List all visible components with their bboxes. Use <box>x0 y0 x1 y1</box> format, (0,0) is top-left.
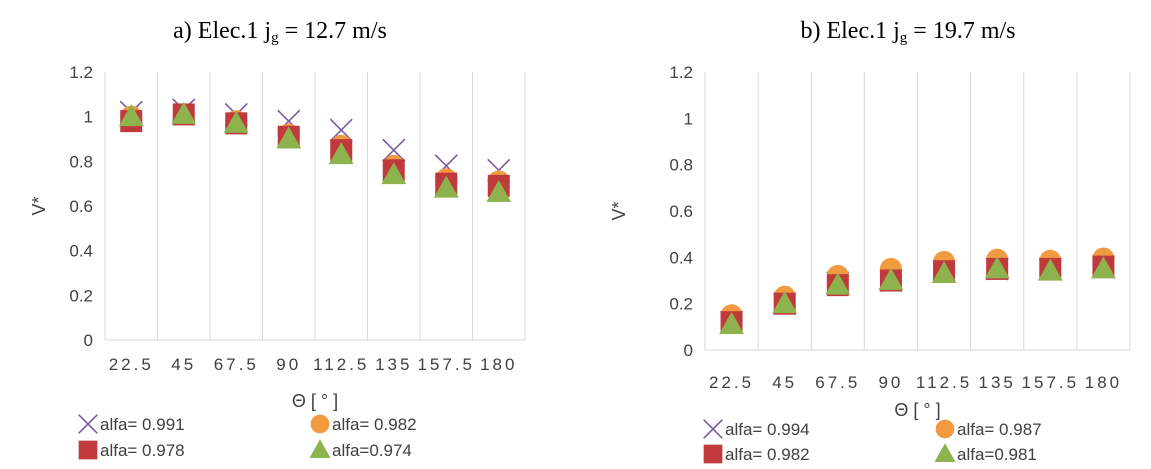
legend-marker <box>78 414 98 434</box>
x-axis-label: Θ [ ° ] <box>894 400 940 420</box>
chart-a: a) Elec.1 jg = 12.7 m/s 0 0.2 0.4 0.6 0.8 1 1.2… <box>29 18 526 460</box>
legend-entry: alfa=0.981 <box>957 445 1037 464</box>
series-4 <box>118 101 512 203</box>
data-point <box>276 126 302 149</box>
data-point <box>719 311 744 334</box>
legend-marker <box>935 419 955 439</box>
data-point <box>878 267 904 290</box>
legend-entry: alfa= 0.982 <box>332 415 417 434</box>
x-tick-label: 90 <box>878 373 903 392</box>
legend-marker <box>934 443 956 463</box>
y-tick-label: 0.8 <box>69 152 93 171</box>
x-tick-label: 45 <box>772 373 797 392</box>
y-tick-label: 1.2 <box>669 63 693 82</box>
y-tick-label: 0 <box>84 331 93 350</box>
legend-marker <box>310 414 330 434</box>
legend-marker <box>309 439 331 459</box>
x-tick-label: 67.5 <box>815 373 860 392</box>
data-point <box>1037 258 1063 281</box>
x-tick-label: 135 <box>979 373 1016 392</box>
x-tick-label: 112.5 <box>313 355 369 374</box>
data-point <box>825 272 851 295</box>
y-axis-label: V* <box>29 196 49 215</box>
legend-entry: alfa= 0.982 <box>725 445 810 464</box>
x-tick-label: 180 <box>480 355 517 374</box>
y-tick-label: 0.4 <box>69 242 93 261</box>
y-tick-label: 0.2 <box>69 286 93 305</box>
y-tick-label: 0.8 <box>669 156 693 175</box>
data-point <box>118 104 144 127</box>
x-tick-label: 157.5 <box>417 355 475 374</box>
y-tick-label: 1.2 <box>69 63 93 82</box>
data-point <box>382 138 406 162</box>
y-tick-label: 0.2 <box>669 295 693 314</box>
y-tick-label: 0.4 <box>669 248 693 267</box>
data-point <box>329 118 353 142</box>
x-tick-label: 180 <box>1085 373 1122 392</box>
data-point <box>931 260 957 283</box>
x-tick-label: 157.5 <box>1022 373 1080 392</box>
legend-marker <box>703 444 723 464</box>
y-tick-label: 1 <box>84 108 93 127</box>
data-point <box>1091 256 1116 279</box>
series-4 <box>719 256 1116 334</box>
y-axis-label: V* <box>609 201 629 220</box>
data-point <box>328 142 354 165</box>
x-tick-label: 22.5 <box>709 373 754 392</box>
legend-marker <box>78 440 98 460</box>
chart-title: b) Elec.1 jg = 19.7 m/s <box>800 18 1015 46</box>
x-tick-label: 67.5 <box>214 355 259 374</box>
x-tick-label: 135 <box>375 355 412 374</box>
legend-entry: alfa= 0.987 <box>957 420 1042 439</box>
x-axis-label: Θ [ ° ] <box>292 391 338 411</box>
x-tick-label: 112.5 <box>916 373 972 392</box>
legend-entry: alfa= 0.991 <box>100 415 185 434</box>
x-tick-label: 22.5 <box>109 355 154 374</box>
data-point <box>433 175 459 198</box>
legend-marker <box>703 419 723 439</box>
y-tick-label: 0.6 <box>69 197 93 216</box>
x-tick-label: 45 <box>171 355 196 374</box>
y-tick-label: 1 <box>684 109 693 128</box>
chart-title: a) Elec.1 jg = 12.7 m/s <box>173 18 387 46</box>
x-tick-label: 90 <box>276 355 301 374</box>
data-point <box>223 110 249 133</box>
legend-entry: alfa= 0.978 <box>100 441 185 460</box>
y-tick-label: 0 <box>684 341 693 360</box>
data-point <box>984 256 1010 279</box>
data-point <box>381 162 407 185</box>
legend-entry: alfa= 0.994 <box>725 420 810 439</box>
legend-entry: alfa=0.974 <box>332 441 412 460</box>
data-point <box>772 291 798 314</box>
data-point <box>486 180 512 203</box>
y-tick-label: 0.6 <box>669 202 693 221</box>
chart-b: b) Elec.1 jg = 19.7 m/s 0 0.2 0.4 0.6 0.8 1 1.2… <box>609 18 1131 464</box>
data-point <box>171 101 197 124</box>
